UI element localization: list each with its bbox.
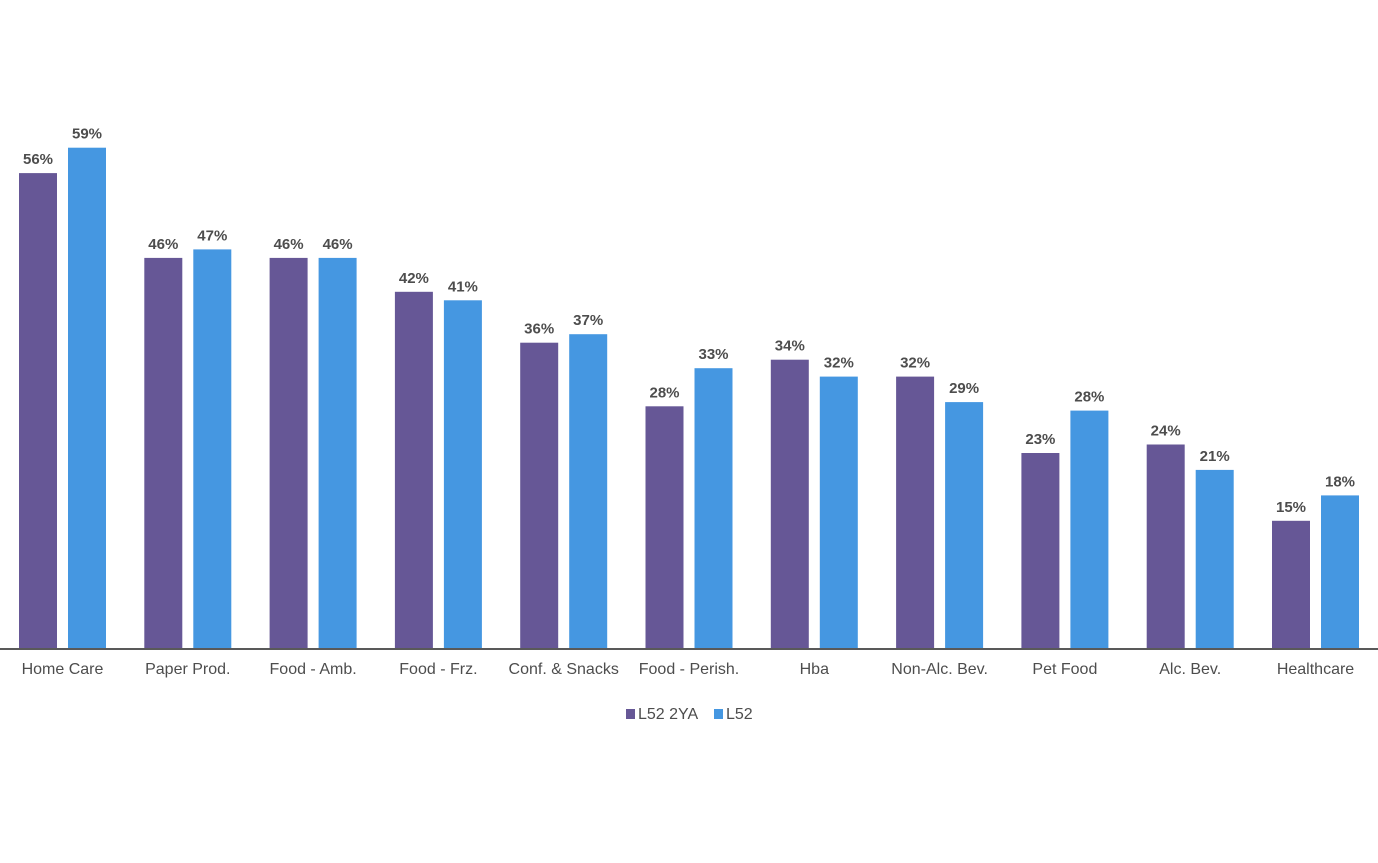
data-label: 42% — [399, 270, 429, 287]
data-label: 15% — [1276, 499, 1306, 516]
data-label: 21% — [1200, 448, 1230, 465]
bar-l52-2ya — [1146, 444, 1185, 648]
bar-l52-2ya — [645, 406, 684, 648]
bar-l52 — [1195, 469, 1234, 648]
bar-l52 — [68, 147, 106, 648]
bar-l52-2ya — [896, 376, 935, 648]
data-label: 24% — [1151, 423, 1181, 440]
legend: L52 2YA L52 — [626, 706, 753, 723]
x-tick-labels: Home Care Paper Prod. Food - Amb. Food - Fr… — [22, 661, 1355, 678]
data-label: 36% — [524, 321, 554, 338]
x-tick-label: Healthcare — [1277, 661, 1354, 678]
data-label: 41% — [448, 278, 478, 295]
data-label: 56% — [23, 151, 53, 168]
bars-layer — [19, 147, 1359, 648]
bar-l52-2ya — [269, 257, 308, 648]
x-tick-label: Paper Prod. — [145, 661, 230, 678]
bar-l52-2ya — [770, 359, 809, 648]
x-tick-label: Pet Food — [1032, 661, 1097, 678]
data-label: 18% — [1325, 473, 1355, 490]
bar-l52-2ya — [1021, 453, 1060, 648]
x-tick-label: Food - Perish. — [639, 661, 739, 678]
bar-l52-2ya — [144, 257, 183, 648]
data-label: 46% — [323, 236, 353, 253]
data-label: 29% — [949, 380, 979, 397]
bar-l52 — [318, 257, 357, 648]
data-label: 23% — [1025, 431, 1055, 448]
bar-l52 — [694, 368, 733, 648]
data-label: 28% — [1074, 389, 1104, 406]
data-label: 46% — [148, 236, 178, 253]
bar-l52-2ya — [520, 342, 559, 648]
data-label: 28% — [649, 384, 679, 401]
x-tick-label: Food - Frz. — [399, 661, 477, 678]
data-label: 33% — [698, 346, 728, 363]
x-tick-label: Hba — [800, 661, 829, 678]
data-label: 59% — [72, 126, 102, 143]
bar-l52-2ya — [394, 291, 433, 648]
data-label: 37% — [573, 312, 603, 329]
data-label: 46% — [274, 236, 304, 253]
x-tick-label: Non-Alc. Bev. — [891, 661, 988, 678]
bar-l52 — [819, 376, 858, 648]
bar-l52 — [1070, 410, 1109, 648]
legend-swatch — [714, 709, 723, 719]
x-tick-label: Conf. & Snacks — [509, 661, 619, 678]
bar-l52-2ya — [19, 173, 57, 648]
bar-l52-2ya — [1272, 520, 1310, 648]
x-tick-label: Food - Amb. — [270, 661, 357, 678]
bar-l52 — [193, 249, 232, 648]
data-label: 47% — [197, 227, 227, 244]
legend-label: L52 2YA — [638, 706, 699, 723]
bar-l52 — [443, 300, 482, 648]
data-label: 34% — [775, 338, 805, 355]
bar-l52 — [1321, 495, 1359, 648]
data-label: 32% — [824, 355, 854, 372]
data-label: 32% — [900, 355, 930, 372]
x-tick-label: Alc. Bev. — [1159, 661, 1221, 678]
value-labels-layer: 56% 59% 46% 47% 46% 46% 42% 41% 36% 37% 28% 33% 34% 3… — [23, 126, 1355, 516]
x-tick-label: Home Care — [22, 661, 104, 678]
legend-swatch — [626, 709, 635, 719]
bar-l52 — [569, 334, 608, 648]
bar-l52 — [945, 402, 984, 648]
legend-label: L52 — [726, 706, 753, 723]
